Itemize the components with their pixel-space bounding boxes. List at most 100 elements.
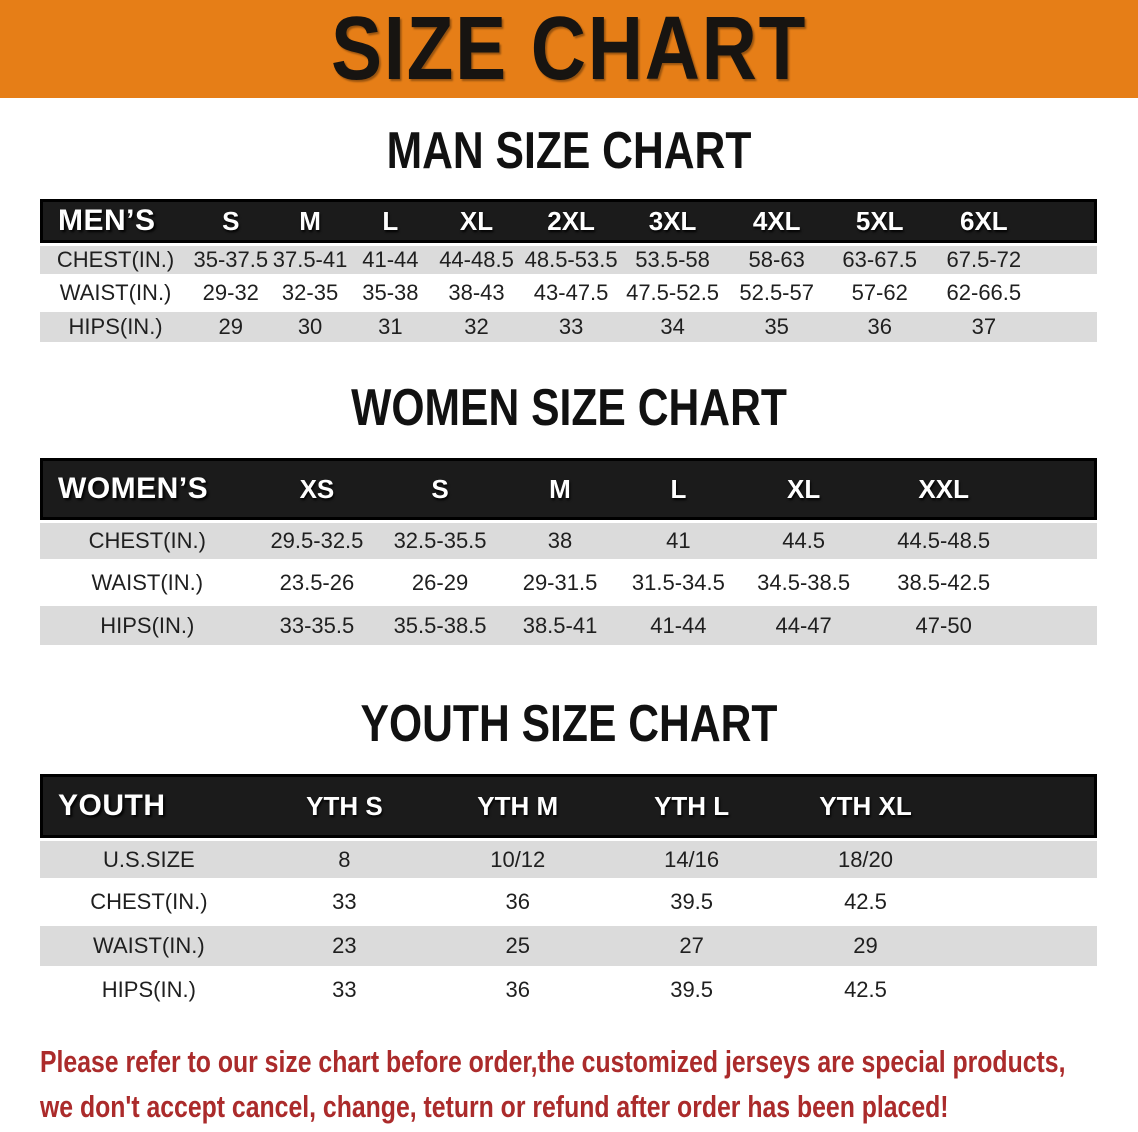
size-value-cell: 43-47.5 [521,278,621,312]
size-value-cell: 29-31.5 [500,563,620,606]
table-row: HIPS(IN.) 33 36 39.5 42.5 [40,970,1097,1014]
size-column-header: XL [431,199,522,243]
table-header-row: WOMEN’S XS S M L XL XXL [40,458,1097,520]
size-value-cell: 33 [521,312,621,346]
size-value-cell: 29-32 [191,278,271,312]
size-value-cell: 58-63 [724,243,829,278]
size-value-cell: 41-44 [619,606,738,649]
size-column-header: 2XL [521,199,621,243]
size-value-cell: 35.5-38.5 [379,606,501,649]
row-label: HIPS(IN.) [40,312,192,346]
size-value-cell: 48.5-53.5 [521,243,621,278]
size-value-cell: 42.5 [778,970,953,1014]
size-column-header: YTH S [257,774,432,838]
size-value-cell: 34 [620,312,725,346]
size-value-cell: 36 [431,882,605,926]
size-value-cell: 38.5-41 [500,606,620,649]
size-column-header: L [619,458,738,520]
row-label: WAIST(IN.) [40,563,255,606]
size-value-cell: 30 [270,312,350,346]
youth-section-title: YOUTH SIZE CHART [360,695,778,753]
size-value-cell: 27 [604,926,779,970]
table-row: CHEST(IN.) 29.5-32.5 32.5-35.5 38 41 44.5 44.5… [40,520,1097,563]
row-label: HIPS(IN.) [40,970,258,1014]
row-filler [1036,312,1097,346]
row-filler [1036,278,1097,312]
header-filler [1036,199,1097,243]
disclaimer: Please refer to our size chart before or… [40,1040,1138,1130]
size-value-cell: 62-66.5 [930,278,1037,312]
banner-title: SIZE CHART [331,0,807,99]
table-row: HIPS(IN.) 29 30 31 32 33 34 35 36 37 [40,312,1097,346]
size-value-cell: 25 [431,926,605,970]
row-label: U.S.SIZE [40,838,258,882]
size-column-header: M [270,199,350,243]
size-value-cell: 44-47 [737,606,870,649]
size-value-cell: 37 [930,312,1037,346]
size-value-cell: 29.5-32.5 [254,520,380,563]
table-row: CHEST(IN.) 35-37.5 37.5-41 41-44 44-48.5 48.5… [40,243,1097,278]
table-corner-label: WOMEN’S [40,458,255,520]
size-value-cell: 44.5-48.5 [869,520,1018,563]
women-section-title: WOMEN SIZE CHART [351,379,787,437]
size-column-header: YTH XL [778,774,953,838]
row-filler [1017,563,1097,606]
row-filler [952,970,1097,1014]
size-column-header: 3XL [620,199,725,243]
size-value-cell: 32.5-35.5 [379,520,501,563]
size-value-cell: 42.5 [778,882,953,926]
row-label: CHEST(IN.) [40,882,258,926]
row-filler [952,882,1097,926]
header-filler [952,774,1097,838]
row-label: HIPS(IN.) [40,606,255,649]
size-value-cell: 35 [724,312,829,346]
size-value-cell: 38.5-42.5 [869,563,1018,606]
size-value-cell: 26-29 [379,563,501,606]
row-filler [1017,606,1097,649]
table-header-row: YOUTH YTH S YTH M YTH L YTH XL [40,774,1097,838]
size-value-cell: 36 [828,312,931,346]
row-filler [1017,520,1097,563]
size-value-cell: 33 [257,970,432,1014]
size-column-header: 5XL [828,199,931,243]
disclaimer-line-2: we don't accept cancel, change, teturn o… [40,1088,949,1124]
size-value-cell: 39.5 [604,970,779,1014]
section-women: WOMEN SIZE CHART WOMEN’S XS S M L XL XXL CHEST(… [0,382,1138,649]
row-label: WAIST(IN.) [40,278,192,312]
size-value-cell: 33 [257,882,432,926]
table-header-row: MEN’S S M L XL 2XL 3XL 4XL 5XL 6XL [40,199,1097,243]
table-row: WAIST(IN.) 23 25 27 29 [40,926,1097,970]
size-column-header: 6XL [930,199,1037,243]
size-column-header: XXL [869,458,1018,520]
section-men: MAN SIZE CHART MEN’S S M L XL 2XL 3XL 4XL 5XL 6XL… [0,125,1138,346]
row-filler [1036,243,1097,278]
size-column-header: L [349,199,432,243]
size-value-cell: 35-38 [349,278,432,312]
men-section-title: MAN SIZE CHART [386,122,752,180]
size-value-cell: 41 [619,520,738,563]
table-row: WAIST(IN.) 29-32 32-35 35-38 38-43 43-47.5 47.… [40,278,1097,312]
size-value-cell: 38 [500,520,620,563]
mens-size-table: MEN’S S M L XL 2XL 3XL 4XL 5XL 6XL CHEST(IN.) 35-37… [40,199,1097,346]
size-column-header: YTH M [431,774,605,838]
size-value-cell: 44.5 [737,520,870,563]
table-corner-label: MEN’S [40,199,192,243]
size-value-cell: 47-50 [869,606,1018,649]
size-value-cell: 67.5-72 [930,243,1037,278]
size-value-cell: 52.5-57 [724,278,829,312]
size-column-header: S [379,458,501,520]
size-value-cell: 47.5-52.5 [620,278,725,312]
row-filler [952,838,1097,882]
table-row: U.S.SIZE 8 10/12 14/16 18/20 [40,838,1097,882]
size-column-header: S [191,199,271,243]
size-value-cell: 32 [431,312,522,346]
header-filler [1017,458,1097,520]
size-value-cell: 33-35.5 [254,606,380,649]
size-value-cell: 10/12 [431,838,605,882]
size-value-cell: 32-35 [270,278,350,312]
size-value-cell: 37.5-41 [270,243,350,278]
disclaimer-line-1: Please refer to our size chart before or… [40,1044,1066,1079]
size-value-cell: 53.5-58 [620,243,725,278]
size-column-header: 4XL [724,199,829,243]
